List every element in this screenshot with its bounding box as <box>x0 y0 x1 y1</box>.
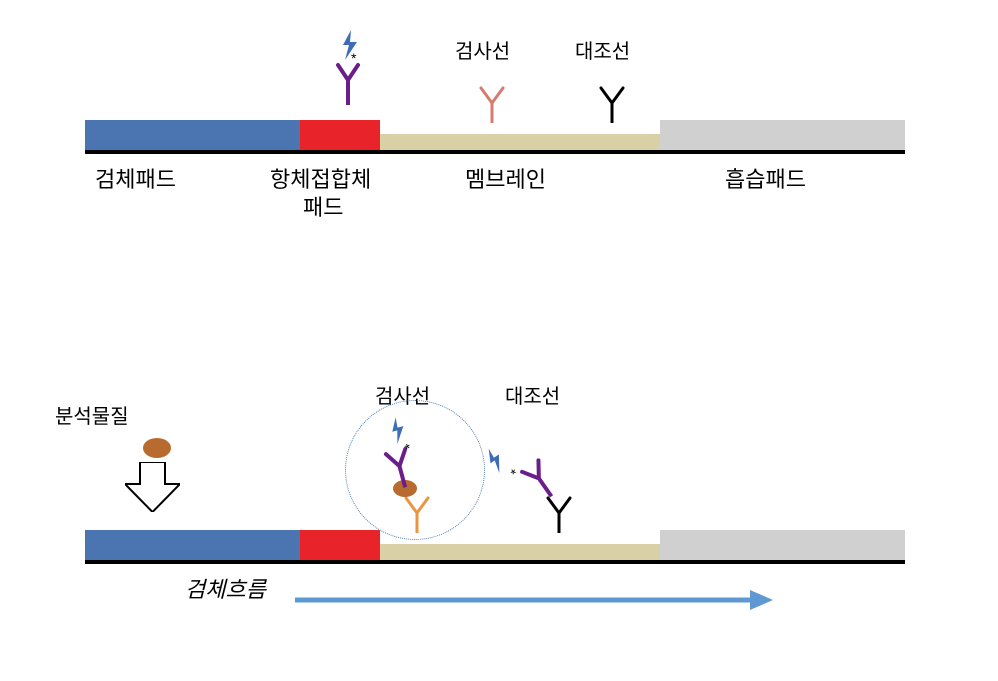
analyte-icon <box>143 438 171 458</box>
baseline <box>85 150 905 154</box>
strip-top <box>85 120 905 160</box>
conjugate-pad <box>300 120 380 150</box>
down-arrow-icon <box>125 462 180 517</box>
flow-arrow-icon <box>295 588 775 617</box>
absorbent-pad <box>660 530 905 560</box>
baseline <box>85 560 905 564</box>
strip-bottom <box>85 530 905 570</box>
label-absorbent-pad: 흡습패드 <box>725 162 806 194</box>
bottom-diagram: 분석물질 검사선 대조선 * * <box>85 530 905 570</box>
lightning-icon <box>341 30 359 60</box>
lightning-icon <box>481 445 509 475</box>
conjugate-pad <box>300 530 380 560</box>
control-antibody-icon <box>545 495 573 533</box>
sample-pad <box>85 120 300 150</box>
label-test-line: 검사선 <box>455 35 510 64</box>
conjugate-antibody-icon: * <box>333 60 363 105</box>
label-control-line: 대조선 <box>575 35 630 64</box>
flow-label: 검체흐름 <box>185 572 266 604</box>
label-membrane: 멤브레인 <box>465 162 546 194</box>
test-line-antibody-icon <box>478 85 506 123</box>
label-analyte: 분석물질 <box>55 400 129 429</box>
membrane <box>380 134 660 150</box>
absorbent-pad <box>660 120 905 150</box>
label-conjugate-pad-2: 패드 <box>303 190 343 222</box>
membrane <box>380 544 660 560</box>
sample-pad <box>85 530 300 560</box>
control-line-antibody-icon <box>598 85 626 123</box>
label-control-line: 대조선 <box>505 380 560 409</box>
top-diagram: 검사선 대조선 검체패드 항체접합체 패드 멤브레인 흡습패드 * <box>85 120 905 160</box>
label-sample-pad: 검체패드 <box>95 162 176 194</box>
capture-antibody-icon <box>403 495 431 533</box>
